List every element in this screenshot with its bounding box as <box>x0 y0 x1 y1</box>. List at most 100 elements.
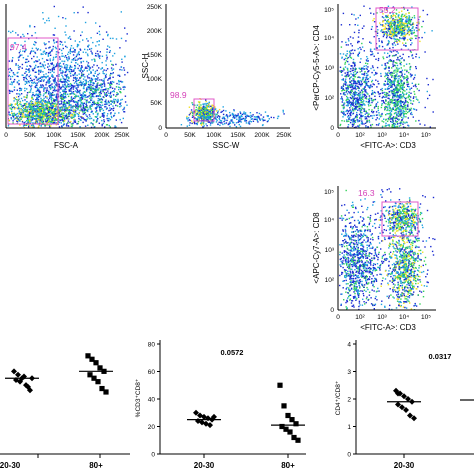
density-dot <box>32 125 35 127</box>
density-dot <box>190 109 193 111</box>
density-dot <box>90 70 92 73</box>
density-dot <box>84 83 87 85</box>
density-dot <box>22 33 24 36</box>
density-dot <box>109 84 111 87</box>
density-dot <box>123 88 125 91</box>
density-dot <box>8 104 11 106</box>
density-dot <box>390 35 393 38</box>
density-dot <box>283 113 285 115</box>
density-dot <box>77 103 79 106</box>
density-dot <box>67 115 69 117</box>
density-dot <box>51 97 53 99</box>
density-dot <box>405 13 407 15</box>
density-dot <box>192 103 194 106</box>
density-dot <box>115 63 117 66</box>
density-dot <box>400 61 402 64</box>
density-dot <box>413 15 416 17</box>
density-dot <box>31 126 34 128</box>
density-dot <box>381 16 384 18</box>
density-dot <box>365 110 367 112</box>
density-dot <box>29 24 31 27</box>
density-dot <box>98 95 100 97</box>
density-dot <box>342 88 345 90</box>
density-dot <box>74 73 76 75</box>
density-dot <box>406 17 408 19</box>
density-dot <box>385 114 387 116</box>
density-dot <box>412 78 415 80</box>
density-dot <box>385 37 388 39</box>
density-dot <box>65 45 67 48</box>
density-dot <box>76 91 78 93</box>
density-dot <box>52 79 54 81</box>
density-dot <box>367 115 369 117</box>
density-dot <box>23 103 26 105</box>
density-dot <box>401 84 404 87</box>
density-dot <box>355 98 358 100</box>
density-dot <box>407 96 410 98</box>
density-dot <box>401 29 403 31</box>
density-dot <box>382 56 384 58</box>
density-dot <box>99 55 101 57</box>
density-dot <box>191 116 194 118</box>
density-dot <box>84 98 86 101</box>
density-dot <box>59 87 61 90</box>
density-dot <box>60 115 62 118</box>
density-dot <box>111 90 114 93</box>
density-dot <box>397 68 399 71</box>
density-dot <box>67 95 70 98</box>
density-dot <box>200 104 202 106</box>
density-dot <box>30 119 32 121</box>
density-dot <box>56 63 58 65</box>
density-dot <box>97 95 99 97</box>
density-dot <box>56 41 58 43</box>
density-dot <box>401 69 404 71</box>
density-dot <box>87 54 89 57</box>
density-dot <box>402 89 405 91</box>
density-dot <box>8 113 10 115</box>
ssc-x-tick: 50K <box>184 132 196 139</box>
density-dot <box>101 119 103 122</box>
density-dot <box>36 86 38 89</box>
density-dot <box>62 124 65 126</box>
density-dot <box>85 114 87 116</box>
density-dot <box>53 99 55 101</box>
density-dot <box>36 100 39 102</box>
density-dot <box>400 93 402 96</box>
density-dot <box>388 113 390 115</box>
density-dot <box>36 110 39 112</box>
density-dot <box>47 99 50 101</box>
density-dot <box>45 89 48 91</box>
density-dot <box>19 124 21 126</box>
density-dot <box>59 69 61 71</box>
density-dot <box>38 102 40 105</box>
density-dot <box>121 98 123 101</box>
density-dot <box>103 89 105 91</box>
density-dot <box>63 121 65 123</box>
density-dot <box>53 80 55 82</box>
density-dot <box>365 67 368 70</box>
density-dot <box>51 109 54 111</box>
density-dot <box>92 91 95 93</box>
density-dot <box>348 100 351 102</box>
density-dot <box>397 23 399 25</box>
density-dot <box>406 69 408 72</box>
density-dot <box>32 69 34 72</box>
density-dot <box>78 91 80 93</box>
density-dot <box>53 113 56 115</box>
density-dot <box>214 106 216 108</box>
density-dot <box>409 109 411 111</box>
density-dot <box>363 110 365 112</box>
density-dot <box>80 57 83 60</box>
density-dot <box>102 80 104 82</box>
density-dot <box>402 88 404 91</box>
density-dot <box>22 50 24 52</box>
density-dot <box>36 82 38 84</box>
density-dot <box>102 38 104 40</box>
density-dot <box>115 95 117 97</box>
density-dot <box>387 83 389 85</box>
density-dot <box>51 70 54 72</box>
density-dot <box>385 100 387 102</box>
density-dot <box>50 84 52 86</box>
density-dot <box>84 119 86 121</box>
density-dot <box>40 80 42 82</box>
